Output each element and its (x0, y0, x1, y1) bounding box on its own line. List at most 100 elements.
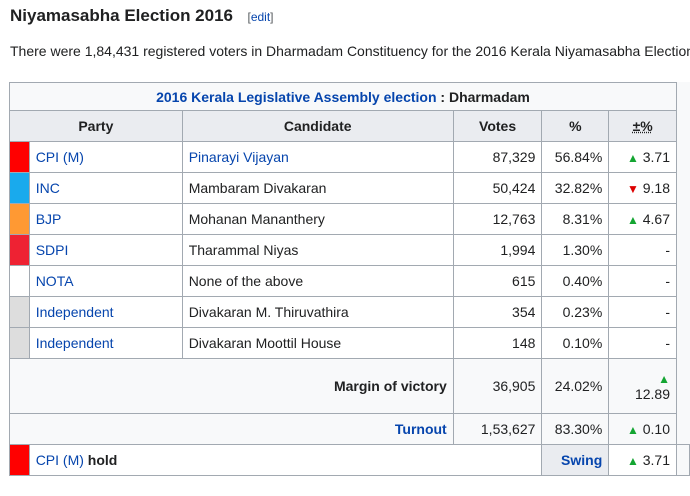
party-cell: BJP (28, 203, 183, 235)
turnout-label-cell: Turnout (9, 413, 454, 445)
candidate-cell: Pinarayi Vijayan (181, 141, 454, 173)
increase-arrow-icon: ▲ (626, 423, 639, 437)
margin-row: Margin of victory 36,905 24.02% ▲ 12.89 (9, 358, 690, 414)
party-link[interactable]: SDPI (35, 242, 69, 258)
change-cell: - (608, 296, 677, 328)
party-cell: Independent (28, 296, 183, 328)
margin-percent: 24.02% (541, 358, 610, 414)
change-cell: - (608, 234, 677, 266)
edit-link[interactable]: edit (250, 10, 271, 24)
party-cell: CPI (M) (28, 141, 183, 173)
party-link[interactable]: NOTA (35, 273, 74, 289)
hold-row: CPI (M) hold Swing ▲ 3.71 (9, 444, 690, 476)
party-link[interactable]: Independent (35, 304, 114, 320)
party-link[interactable]: Independent (35, 335, 114, 351)
election-results-table: 2016 Kerala Legislative Assembly electio… (9, 82, 690, 476)
candidate-link[interactable]: Pinarayi Vijayan (188, 149, 289, 165)
turnout-votes: 1,53,627 (452, 413, 543, 445)
turnout-row: Turnout 1,53,627 83.30% ▲ 0.10 (9, 413, 690, 445)
section-title: Niyamasabha Election 2016 (10, 6, 234, 25)
party-color-swatch (9, 203, 30, 235)
header-party: Party (9, 110, 183, 142)
percent-cell: 0.23% (541, 296, 610, 328)
change-cell: - (608, 327, 677, 359)
votes-cell: 1,994 (452, 234, 543, 266)
edit-section: [edit] (247, 10, 274, 24)
percent-cell: 8.31% (541, 203, 610, 235)
table-row: Independent Divakaran M. Thiruvathira 354 0… (9, 296, 690, 328)
hold-party-cell: CPI (M) hold (28, 444, 543, 476)
votes-cell: 615 (452, 265, 543, 297)
party-cell: Independent (28, 327, 183, 359)
header-percent: % (541, 110, 610, 142)
caption-constituency: : Dharmadam (436, 88, 530, 105)
percent-cell: 1.30% (541, 234, 610, 266)
table-row: Independent Divakaran Moottil House 148 0.1… (9, 327, 690, 359)
candidate-cell: Tharammal Niyas (181, 234, 454, 266)
candidate-name: Mohanan Mananthery (188, 211, 325, 227)
votes-cell: 87,329 (452, 141, 543, 173)
margin-label: Margin of victory (9, 358, 454, 414)
turnout-change: ▲ 0.10 (608, 413, 677, 445)
margin-votes: 36,905 (452, 358, 543, 414)
change-cell: ▲ 3.71 (608, 141, 677, 173)
candidate-cell: Divakaran M. Thiruvathira (181, 296, 454, 328)
change-value: - (665, 335, 670, 351)
party-color-swatch (9, 296, 30, 328)
party-cell: INC (28, 172, 183, 204)
change-value: 9.18 (642, 180, 670, 196)
candidate-name: Divakaran M. Thiruvathira (188, 304, 349, 320)
change-value: 0.10 (642, 421, 670, 437)
party-color-swatch (9, 444, 30, 476)
party-link[interactable]: BJP (35, 211, 62, 227)
votes-cell: 12,763 (452, 203, 543, 235)
increase-arrow-icon: ▲ (626, 213, 639, 227)
party-color-swatch (9, 265, 30, 297)
change-value: - (665, 273, 670, 289)
change-cell: - (608, 265, 677, 297)
candidate-cell: Divakaran Moottil House (181, 327, 454, 359)
change-cell: ▲ 4.67 (608, 203, 677, 235)
change-value: - (665, 242, 670, 258)
change-value: 3.71 (642, 149, 670, 165)
party-color-swatch (9, 141, 30, 173)
swing-value-cell: ▲ 3.71 (608, 444, 677, 476)
votes-cell: 148 (452, 327, 543, 359)
table-row: INC Mambaram Divakaran 50,424 32.82% ▼ 9.18 (9, 172, 690, 204)
header-candidate: Candidate (181, 110, 454, 142)
section-heading: Niyamasabha Election 2016 [edit] (10, 6, 274, 26)
candidate-name: Tharammal Niyas (188, 242, 299, 258)
header-row: Party Candidate Votes % ±% (9, 110, 690, 142)
votes-cell: 50,424 (452, 172, 543, 204)
candidate-name: Mambaram Divakaran (188, 180, 327, 196)
percent-cell: 56.84% (541, 141, 610, 173)
turnout-link[interactable]: Turnout (394, 421, 447, 437)
header-change: ±% (608, 110, 677, 142)
increase-arrow-icon: ▲ (658, 372, 670, 386)
candidate-cell: Mambaram Divakaran (181, 172, 454, 204)
hold-party-link[interactable]: CPI (M) (35, 452, 84, 468)
table-row: BJP Mohanan Mananthery 12,763 8.31% ▲ 4.67 (9, 203, 690, 235)
hold-label: hold (83, 452, 118, 468)
party-color-swatch (9, 172, 30, 204)
party-link[interactable]: CPI (M) (35, 149, 84, 165)
caption-election-link[interactable]: 2016 Kerala Legislative Assembly electio… (156, 88, 437, 105)
party-link[interactable]: INC (35, 180, 60, 196)
table-row: NOTA None of the above 615 0.40% - (9, 265, 690, 297)
empty-cell (676, 444, 690, 476)
party-cell: SDPI (28, 234, 183, 266)
percent-cell: 0.40% (541, 265, 610, 297)
change-cell: ▼ 9.18 (608, 172, 677, 204)
change-value: 12.89 (634, 386, 670, 402)
swing-label-cell: Swing (541, 444, 610, 476)
candidate-cell: None of the above (181, 265, 454, 297)
swing-link[interactable]: Swing (561, 452, 603, 468)
table-row: CPI (M) Pinarayi Vijayan 87,329 56.84% ▲ 3.7… (9, 141, 690, 173)
margin-change: ▲ 12.89 (608, 358, 677, 414)
candidate-cell: Mohanan Mananthery (181, 203, 454, 235)
party-cell: NOTA (28, 265, 183, 297)
decrease-arrow-icon: ▼ (626, 182, 639, 196)
turnout-percent: 83.30% (541, 413, 610, 445)
increase-arrow-icon: ▲ (626, 454, 639, 468)
party-color-swatch (9, 234, 30, 266)
